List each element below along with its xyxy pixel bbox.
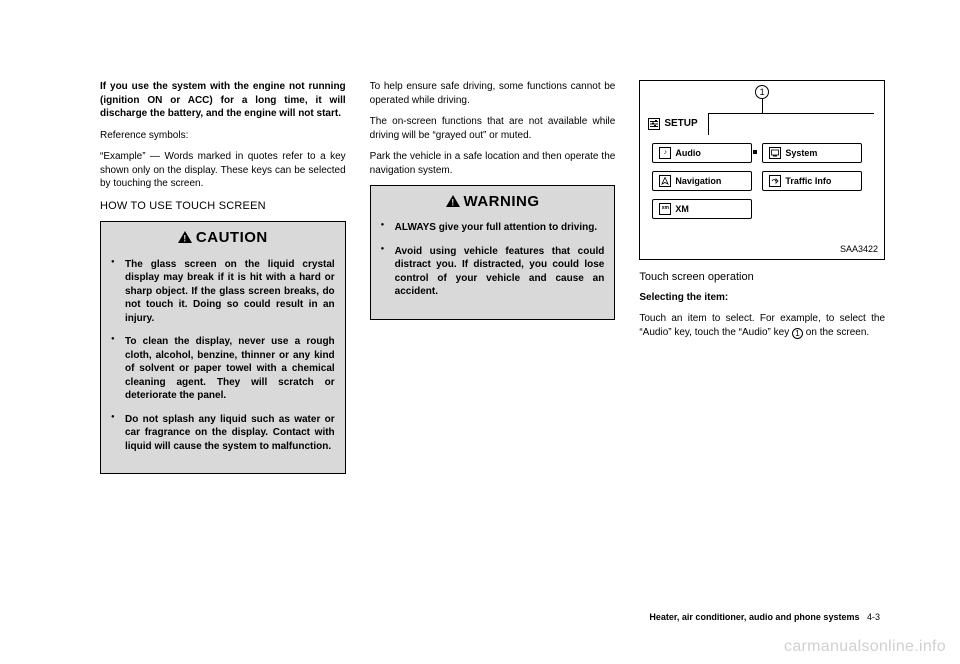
menu-label: XM xyxy=(675,203,689,215)
pointer-horizontal xyxy=(708,113,874,114)
park-vehicle-paragraph: Park the vehicle in a safe location and … xyxy=(370,150,616,177)
column-3: 1 SETUP ♪ Audio xyxy=(639,80,885,474)
select-item-paragraph: Touch an item to select. For example, to… xyxy=(639,312,885,339)
manual-page: If you use the system with the engine no… xyxy=(0,0,960,504)
column-1: If you use the system with the engine no… xyxy=(100,80,346,474)
menu-label: Audio xyxy=(675,147,701,159)
callout-number: 1 xyxy=(755,85,769,99)
menu-button-audio: ♪ Audio xyxy=(652,143,752,163)
menu-button-traffic: Traffic Info xyxy=(762,171,862,191)
xm-icon: xm xyxy=(659,203,671,215)
selecting-item-label: Selecting the item: xyxy=(639,291,885,305)
setup-screen-diagram: 1 SETUP ♪ Audio xyxy=(639,80,885,260)
caution-box: ! CAUTION The glass screen on the liquid… xyxy=(100,221,346,474)
caution-header: ! CAUTION xyxy=(101,222,345,253)
callout-container: 1 xyxy=(755,85,769,99)
warning-item: ALWAYS give your full attention to drivi… xyxy=(381,221,605,235)
warning-header: ! WARNING xyxy=(371,186,615,217)
setup-icon xyxy=(648,118,660,130)
caution-title: CAUTION xyxy=(196,229,268,246)
svg-text:!: ! xyxy=(451,198,455,208)
navigation-icon xyxy=(659,175,671,187)
touch-operation-subheading: Touch screen operation xyxy=(639,270,885,285)
menu-label: System xyxy=(785,147,817,159)
warning-title: WARNING xyxy=(464,193,540,210)
touch-screen-heading: HOW TO USE TOUCH SCREEN xyxy=(100,199,346,214)
caution-item: To clean the display, never use a rough … xyxy=(111,335,335,403)
menu-label: Traffic Info xyxy=(785,175,831,187)
traffic-icon xyxy=(769,175,781,187)
menu-button-navigation: Navigation xyxy=(652,171,752,191)
caution-item: The glass screen on the liquid crystal d… xyxy=(111,258,335,326)
grayed-out-paragraph: The on-screen functions that are not ava… xyxy=(370,115,616,142)
menu-button-system: System xyxy=(762,143,862,163)
example-explanation: “Example” — Words marked in quotes refer… xyxy=(100,150,346,191)
caution-item: Do not splash any liquid such as water o… xyxy=(111,413,335,454)
pointer-dot xyxy=(753,150,757,154)
select-text-b: on the screen. xyxy=(803,327,869,338)
footer-page: 4-3 xyxy=(867,612,880,622)
page-footer: Heater, air conditioner, audio and phone… xyxy=(649,612,880,622)
warning-item: Avoid using vehicle features that could … xyxy=(381,245,605,299)
safe-driving-paragraph: To help ensure safe driving, some functi… xyxy=(370,80,616,107)
footer-section: Heater, air conditioner, audio and phone… xyxy=(649,612,859,622)
caution-icon: ! xyxy=(178,229,192,249)
menu-grid: ♪ Audio System xyxy=(648,137,876,233)
setup-title-row: SETUP xyxy=(648,117,876,131)
pointer-drop xyxy=(708,113,709,135)
inline-callout-number: 1 xyxy=(792,328,803,339)
diagram-reference: SAA3422 xyxy=(840,243,878,255)
caution-body: The glass screen on the liquid crystal d… xyxy=(101,254,345,474)
svg-text:!: ! xyxy=(183,234,187,244)
intro-bold-paragraph: If you use the system with the engine no… xyxy=(100,80,346,121)
warning-box: ! WARNING ALWAYS give your full attentio… xyxy=(370,185,616,320)
menu-label: Navigation xyxy=(675,175,721,187)
pointer-vertical xyxy=(762,99,763,113)
audio-icon: ♪ xyxy=(659,147,671,159)
reference-symbols-label: Reference symbols: xyxy=(100,129,346,143)
warning-icon: ! xyxy=(446,193,460,213)
setup-label: SETUP xyxy=(664,117,697,131)
column-2: To help ensure safe driving, some functi… xyxy=(370,80,616,474)
system-icon xyxy=(769,147,781,159)
warning-body: ALWAYS give your full attention to drivi… xyxy=(371,217,615,319)
menu-button-xm: xm XM xyxy=(652,199,752,219)
watermark: carmanualsonline.info xyxy=(784,638,946,656)
